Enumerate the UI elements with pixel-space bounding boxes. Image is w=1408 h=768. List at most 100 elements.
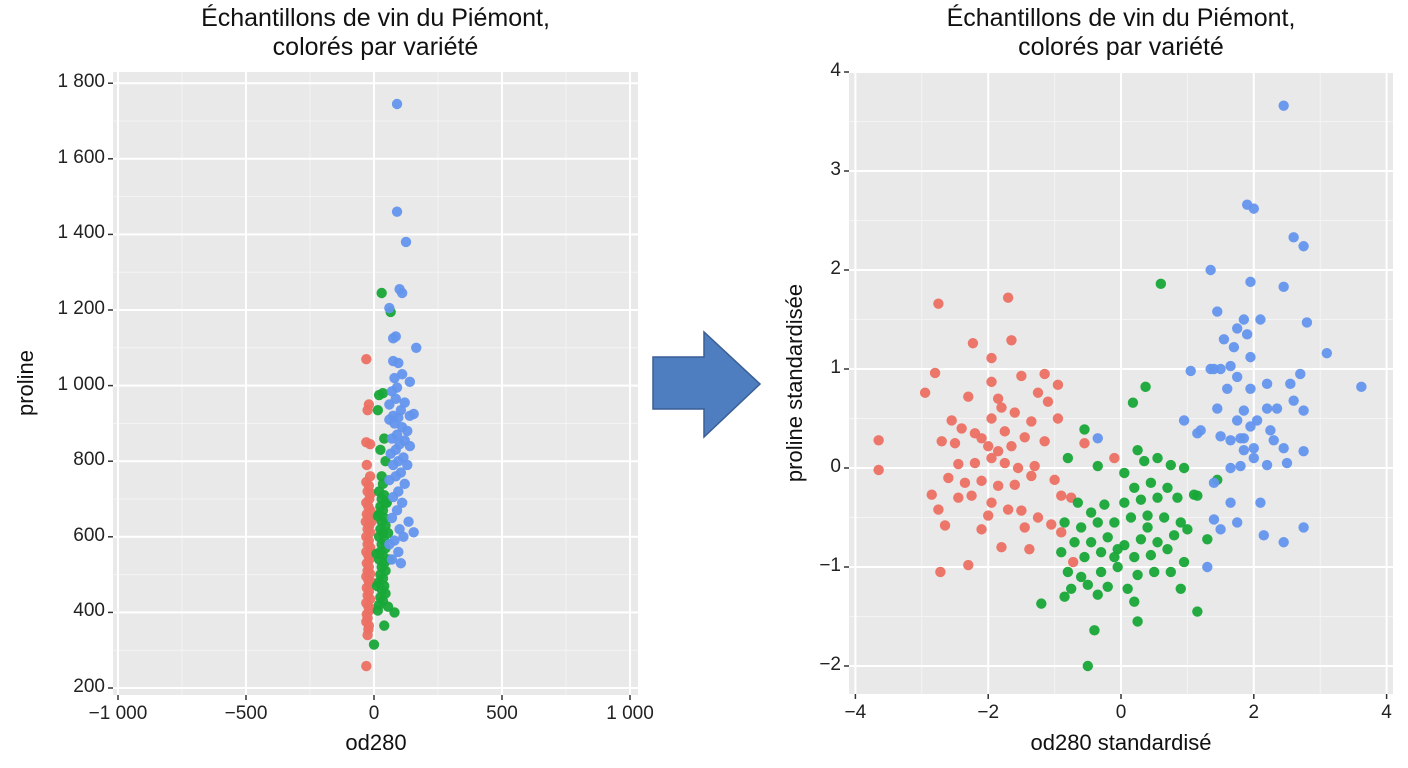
data-point (1024, 543, 1035, 555)
data-point (1066, 583, 1077, 594)
data-point (956, 423, 967, 434)
data-point (1278, 281, 1289, 293)
data-point (1238, 444, 1250, 456)
data-point (1202, 561, 1213, 573)
data-point (873, 464, 884, 476)
data-point (1255, 497, 1266, 508)
data-point (1172, 492, 1183, 503)
data-point (933, 298, 944, 309)
data-point (1212, 306, 1223, 317)
data-point (1208, 514, 1220, 525)
y-tick-label: 4 (830, 60, 841, 81)
data-point (1168, 530, 1180, 541)
data-point (1225, 435, 1236, 446)
data-point (1225, 360, 1236, 372)
data-point (992, 393, 1004, 404)
data-point (1019, 432, 1030, 443)
data-point (873, 435, 884, 446)
data-point (1258, 530, 1269, 541)
data-point (390, 393, 401, 405)
data-point (1228, 342, 1240, 353)
data-point (400, 236, 412, 248)
data-point (1006, 441, 1017, 452)
data-point (946, 415, 957, 426)
data-point (1145, 549, 1157, 561)
data-point (1019, 522, 1030, 533)
data-point (1129, 482, 1140, 493)
data-point (1295, 368, 1306, 380)
data-point (1062, 452, 1074, 464)
data-point (1152, 537, 1163, 548)
data-point (1069, 537, 1080, 548)
data-point (1132, 569, 1143, 581)
data-point (1132, 444, 1143, 456)
data-point (386, 512, 398, 524)
data-point (384, 539, 395, 550)
y-tick-label: −1 (819, 555, 841, 576)
data-point (1009, 407, 1020, 418)
data-point (1185, 365, 1196, 377)
data-point (379, 620, 390, 631)
data-point (1162, 482, 1173, 493)
data-point (1006, 335, 1017, 346)
data-point (1178, 556, 1190, 568)
data-point (391, 206, 403, 217)
data-point (404, 376, 416, 388)
data-point (1178, 415, 1190, 426)
data-point (1095, 546, 1107, 558)
x-tick-label: 500 (486, 703, 518, 724)
data-point (1109, 517, 1120, 528)
data-point (1102, 532, 1113, 543)
x-tick-label: 2 (1248, 702, 1260, 723)
data-point (976, 524, 987, 535)
data-point (372, 510, 384, 522)
data-point (1029, 460, 1040, 472)
data-point (1232, 415, 1243, 426)
data-point (1205, 264, 1216, 276)
data-point (1278, 443, 1289, 454)
chart-left-title-line2: colorés par variété (272, 33, 479, 61)
data-point (1049, 474, 1060, 486)
data-point (1155, 278, 1167, 290)
data-point (402, 459, 413, 471)
data-point (1142, 522, 1153, 533)
chart-right-y-axis-label: proline standardisée (782, 283, 807, 483)
data-point (1278, 100, 1289, 111)
data-point (1182, 524, 1193, 535)
data-point (1129, 596, 1140, 607)
chart-left-x-axis-label: od280 (345, 730, 407, 755)
data-point (1165, 566, 1177, 578)
x-tick-label: −2 (977, 702, 1000, 723)
data-point (375, 444, 386, 456)
data-point (361, 459, 373, 471)
data-point (939, 520, 951, 531)
data-point (926, 489, 937, 500)
data-point (396, 497, 408, 508)
data-point (996, 402, 1007, 413)
data-point (1102, 581, 1113, 592)
y-tick-label: 200 (73, 676, 105, 697)
data-point (1119, 497, 1130, 508)
data-point (1122, 583, 1133, 594)
data-point (1112, 561, 1123, 573)
data-point (1232, 517, 1243, 528)
data-point (1321, 347, 1333, 359)
data-point (1002, 292, 1014, 303)
data-point (1202, 534, 1213, 545)
y-tick-label: 1 200 (57, 298, 105, 319)
data-point (986, 497, 997, 508)
data-point (1085, 507, 1097, 518)
chart-left-title: Échantillons de vin du Piémont, colorés … (113, 4, 638, 62)
data-point (983, 441, 994, 452)
data-point (949, 438, 961, 449)
data-point (398, 531, 409, 542)
chart-right-title-line2: colorés par variété (1018, 33, 1224, 61)
data-point (1298, 445, 1309, 457)
data-point (963, 559, 974, 571)
data-point (1261, 378, 1273, 390)
data-point (1208, 477, 1220, 489)
data-point (1059, 517, 1070, 528)
data-point (1125, 512, 1137, 523)
data-point (1145, 477, 1157, 489)
